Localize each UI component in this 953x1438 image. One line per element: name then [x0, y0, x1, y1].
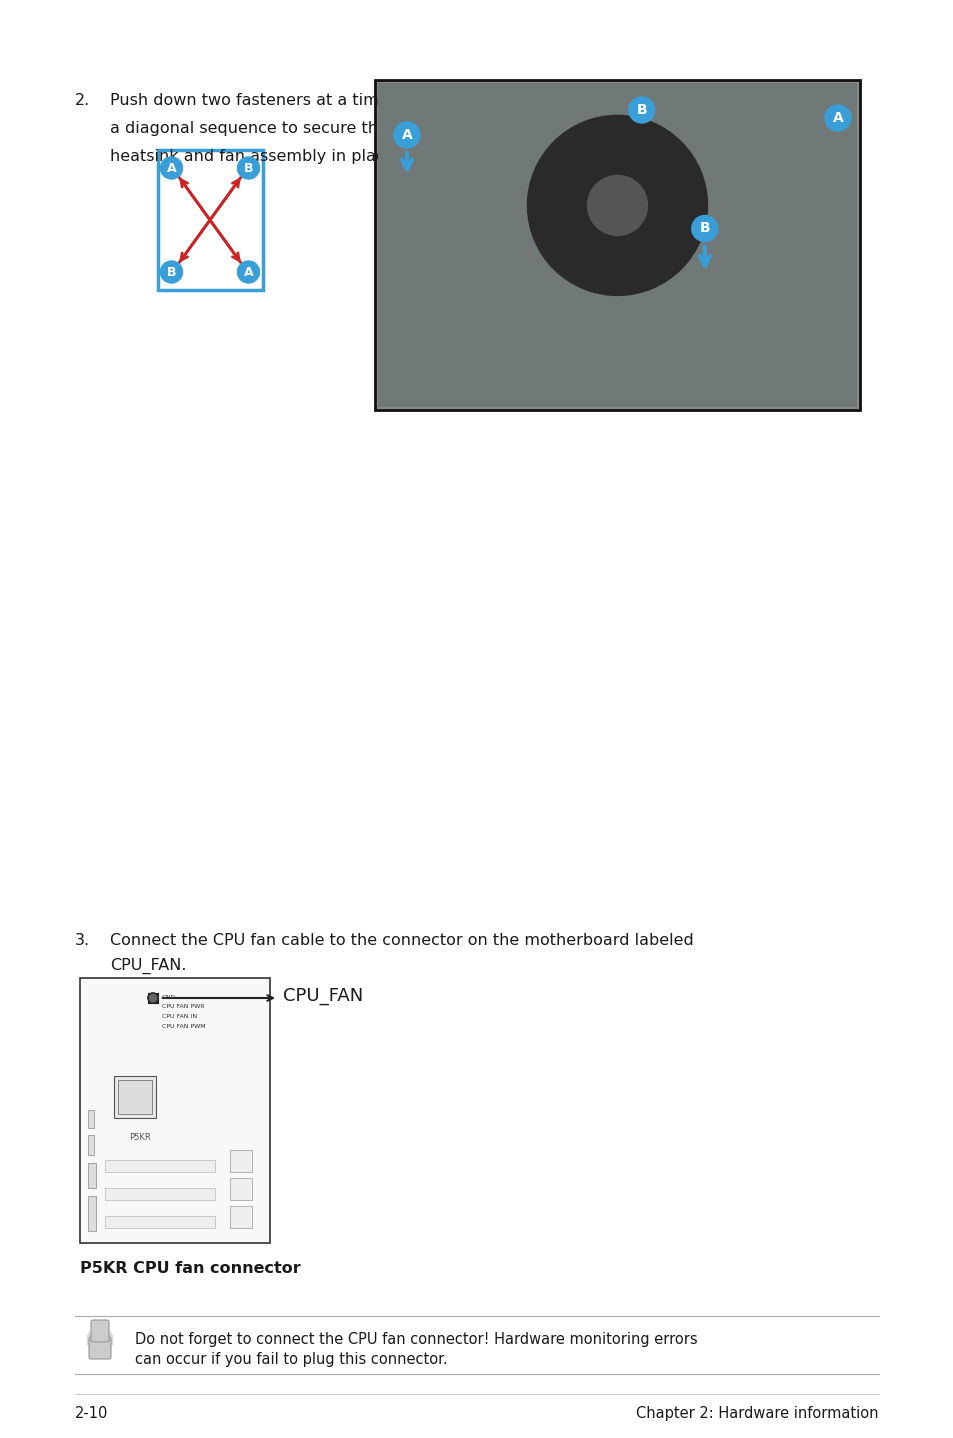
Circle shape — [87, 1327, 112, 1353]
Circle shape — [150, 995, 156, 1001]
Circle shape — [160, 262, 182, 283]
FancyBboxPatch shape — [118, 1080, 152, 1114]
Text: CPU_FAN.: CPU_FAN. — [110, 958, 186, 974]
Text: 3.: 3. — [75, 933, 90, 948]
FancyBboxPatch shape — [88, 1196, 96, 1231]
FancyBboxPatch shape — [148, 994, 158, 1002]
Text: Push down two fasteners at a time in: Push down two fasteners at a time in — [110, 93, 408, 108]
Text: B: B — [699, 221, 709, 236]
FancyBboxPatch shape — [80, 978, 270, 1242]
Text: A: A — [243, 266, 253, 279]
Circle shape — [527, 115, 707, 295]
Text: heatsink and fan assembly in place.: heatsink and fan assembly in place. — [110, 150, 399, 164]
FancyBboxPatch shape — [105, 1217, 214, 1228]
Text: CPU FAN PWM: CPU FAN PWM — [162, 1024, 206, 1028]
FancyBboxPatch shape — [88, 1135, 94, 1155]
FancyBboxPatch shape — [88, 1110, 94, 1127]
Text: 2.: 2. — [75, 93, 91, 108]
Text: CPU FAN PWR: CPU FAN PWR — [162, 1005, 204, 1009]
Text: CPU_FAN: CPU_FAN — [283, 986, 363, 1005]
Text: can occur if you fail to plug this connector.: can occur if you fail to plug this conne… — [135, 1352, 447, 1368]
FancyBboxPatch shape — [105, 1160, 214, 1172]
FancyBboxPatch shape — [105, 1188, 214, 1199]
Text: GND: GND — [162, 995, 176, 999]
Text: P5KR: P5KR — [129, 1133, 151, 1142]
Circle shape — [160, 157, 182, 178]
Text: B: B — [167, 266, 176, 279]
FancyBboxPatch shape — [377, 83, 856, 407]
Circle shape — [628, 96, 654, 124]
Text: a diagonal sequence to secure the: a diagonal sequence to secure the — [110, 121, 388, 137]
Circle shape — [587, 175, 647, 236]
Text: A: A — [167, 161, 176, 174]
Text: Chapter 2: Hardware information: Chapter 2: Hardware information — [636, 1406, 878, 1421]
Text: A: A — [401, 128, 412, 142]
Circle shape — [691, 216, 717, 242]
Text: B: B — [636, 104, 646, 116]
FancyBboxPatch shape — [91, 1320, 109, 1342]
Circle shape — [237, 157, 259, 178]
Text: CPU FAN IN: CPU FAN IN — [162, 1014, 197, 1020]
Text: Do not forget to connect the CPU fan connector! Hardware monitoring errors: Do not forget to connect the CPU fan con… — [135, 1332, 697, 1347]
Text: Connect the CPU fan cable to the connector on the motherboard labeled: Connect the CPU fan cable to the connect… — [110, 933, 693, 948]
FancyBboxPatch shape — [113, 1076, 156, 1119]
FancyBboxPatch shape — [230, 1206, 252, 1228]
Circle shape — [824, 105, 850, 131]
Text: P5KR CPU fan connector: P5KR CPU fan connector — [80, 1261, 300, 1276]
FancyBboxPatch shape — [230, 1178, 252, 1199]
FancyBboxPatch shape — [157, 150, 262, 290]
Text: 2-10: 2-10 — [75, 1406, 109, 1421]
Text: B: B — [244, 161, 253, 174]
Text: A: A — [832, 111, 842, 125]
FancyBboxPatch shape — [375, 81, 859, 410]
Circle shape — [237, 262, 259, 283]
Circle shape — [394, 122, 419, 148]
FancyBboxPatch shape — [88, 1163, 96, 1188]
FancyBboxPatch shape — [89, 1337, 111, 1359]
FancyBboxPatch shape — [230, 1150, 252, 1172]
